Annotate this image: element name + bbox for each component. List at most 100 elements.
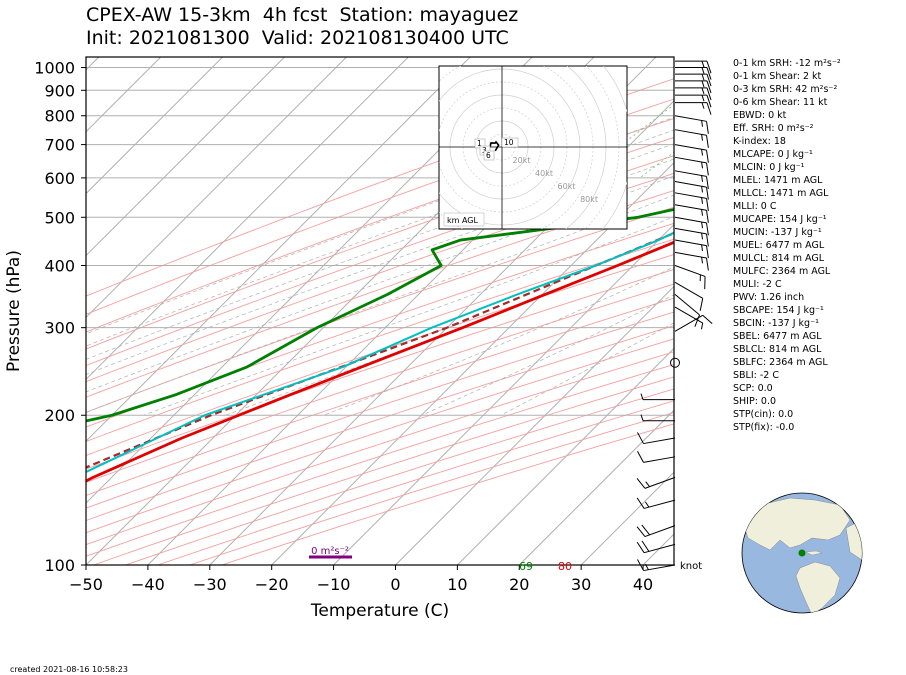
barb-half-flag <box>645 501 650 508</box>
barb-half-flag <box>701 175 704 182</box>
hodograph-height-box <box>501 137 519 148</box>
isotherm <box>209 100 674 565</box>
barb-half-flag <box>701 102 705 109</box>
dry-adiabat <box>86 78 674 297</box>
sounding-indices-panel: 0-1 km SRH: -12 m²s⁻² 0-1 km Shear: 2 kt 0… <box>733 57 841 434</box>
sounding-index: STP(cin): 0.0 <box>733 409 794 420</box>
hodograph-height-label: 1 <box>477 139 482 148</box>
barb-flag <box>706 162 709 176</box>
wind-barb <box>637 432 676 445</box>
x-axis-label: Temperature (C) <box>310 601 449 621</box>
x-tick-label: 40 <box>633 575 653 594</box>
moist-adiabat <box>86 129 674 347</box>
barb-flag <box>641 540 650 552</box>
globe-land <box>742 497 862 613</box>
dewpoint-trace <box>86 208 674 423</box>
x-tick-label: 0 <box>390 575 400 594</box>
barb-half-flag <box>645 481 651 487</box>
wind-barb <box>674 192 709 211</box>
hodograph-badge: km AGL <box>447 216 479 225</box>
barb-flag <box>706 95 712 108</box>
hodograph-height-box <box>483 150 495 161</box>
barb-half-flag <box>701 209 704 216</box>
y-tick-label: 200 <box>44 406 75 425</box>
barb-flag <box>706 102 712 115</box>
wind-barb <box>674 239 709 259</box>
sounding-index: 0-1 km Shear: 2 kt <box>733 71 822 82</box>
dry-adiabat <box>86 325 674 522</box>
isotherm <box>86 57 162 133</box>
barb-half-flag <box>701 60 705 68</box>
barb-shaft <box>674 281 703 299</box>
sounding-index: MULI: -2 C <box>733 279 782 290</box>
barb-shaft <box>674 204 707 211</box>
barb-flag <box>694 314 700 327</box>
barb-half-flag <box>701 149 704 156</box>
barb-half-flag <box>701 95 705 102</box>
y-tick-label: 700 <box>44 136 75 155</box>
barb-shaft <box>643 437 676 445</box>
y-tick-label: 800 <box>44 107 75 126</box>
dry-adiabat <box>86 254 674 456</box>
hodograph-inset: 20kt 40kt 60kt 80kt 136 10 <box>438 65 628 230</box>
dry-adiabat <box>86 222 674 428</box>
wind-barb <box>674 129 709 148</box>
barb-flag <box>636 526 646 537</box>
barb-shaft <box>643 543 676 554</box>
caribbean-islands <box>805 550 823 556</box>
moist-adiabat <box>86 194 674 413</box>
sounding-index: MLLCL: 1471 m AGL <box>733 188 829 199</box>
wind-barb <box>674 227 709 247</box>
profiles <box>86 208 674 483</box>
dry-adiabat <box>86 190 674 398</box>
wind-barb <box>674 251 709 271</box>
dry-adiabat <box>86 283 674 483</box>
wind-barb <box>674 265 706 290</box>
hodograph-height-label: 10 <box>504 138 514 147</box>
y-tick-label: 600 <box>44 169 75 188</box>
hodograph-area: 20kt 40kt 60kt 80kt 136 10 <box>439 66 627 229</box>
barb-flag <box>637 432 644 444</box>
sounding-index: SBLCL: 814 m AGL <box>733 344 822 355</box>
sounding-index: SHIP: 0.0 <box>733 396 777 407</box>
barb-shaft <box>644 525 676 538</box>
dry-adiabat <box>86 268 674 470</box>
wind-barb <box>640 414 675 422</box>
wind-barb <box>674 170 709 189</box>
y-tick-label: 300 <box>44 319 75 338</box>
mixing-ratio-line <box>639 151 674 179</box>
temperature-trace <box>86 240 674 483</box>
barb-half-flag <box>701 73 705 81</box>
wind-barb <box>675 80 712 94</box>
barb-flag <box>706 210 709 223</box>
wind-barb <box>636 476 676 489</box>
moist-adiabat <box>323 266 674 416</box>
dry-adiabat <box>86 311 674 509</box>
x-tick-label: −50 <box>69 575 103 594</box>
barb-flag <box>636 478 646 489</box>
barb-shaft <box>674 251 707 259</box>
wind-barb <box>675 102 712 115</box>
barb-flag <box>706 222 709 236</box>
moist-adiabat <box>86 158 674 375</box>
x-tick-label: 10 <box>447 575 467 594</box>
barb-flag <box>706 87 712 101</box>
wind-barb <box>675 67 712 80</box>
barb-shaft <box>674 192 707 199</box>
y-tick-label: 500 <box>44 208 75 227</box>
hodograph-ring-label: 40kt <box>535 169 553 178</box>
north-america-land <box>742 497 851 551</box>
dry-adiabat <box>86 206 674 413</box>
wind-barb <box>636 524 676 538</box>
wind-barb <box>636 540 676 554</box>
barb-shaft <box>643 499 676 509</box>
plot-frame <box>85 56 675 566</box>
sounding-index: SBLFC: 2364 m AGL <box>733 357 828 368</box>
sounding-index: SBEL: 6477 m AGL <box>733 331 822 342</box>
sounding-index: MLLI: 0 C <box>733 201 777 212</box>
sounding-index: Eff. SRH: 0 m²s⁻² <box>733 123 814 134</box>
wind-barb <box>637 559 676 572</box>
barb-half-flag <box>640 393 644 400</box>
isotherm <box>86 57 285 257</box>
y-tick-label: 1000 <box>34 59 75 78</box>
